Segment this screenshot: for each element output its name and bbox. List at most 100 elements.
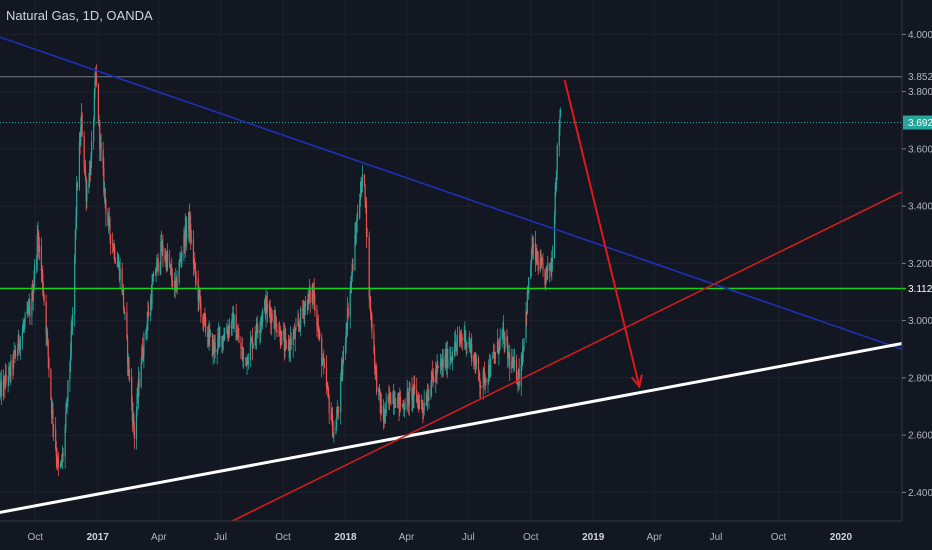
candle-body	[518, 369, 520, 386]
candle-body	[53, 425, 55, 430]
candle-body	[463, 337, 465, 340]
candle-body	[298, 324, 300, 326]
candle-body	[469, 345, 471, 349]
candle-body	[12, 360, 14, 369]
candle-body	[99, 121, 101, 149]
candle-body	[455, 347, 457, 348]
candle-body	[474, 362, 476, 370]
candle-body	[61, 460, 63, 462]
candle-body	[84, 171, 87, 180]
candle-body	[545, 267, 547, 272]
candle-body	[281, 330, 283, 345]
candle-body	[55, 448, 57, 458]
candle-body	[412, 387, 414, 396]
candle-body	[428, 397, 430, 401]
candle-body	[103, 188, 106, 192]
candle-body	[260, 319, 262, 324]
candle-body	[46, 332, 48, 334]
candle-body	[118, 263, 120, 265]
candle-body	[435, 370, 438, 376]
candle-body	[76, 182, 78, 188]
candle-body	[64, 427, 66, 457]
candle-body	[199, 296, 201, 304]
candle-body	[536, 260, 539, 262]
candle-body	[270, 313, 272, 324]
candle-body	[70, 330, 72, 355]
candle-body	[165, 255, 167, 260]
candle-body	[146, 330, 148, 332]
candle-body	[65, 411, 67, 428]
candle-body	[331, 413, 334, 437]
candle-body	[151, 284, 153, 305]
time-axis[interactable]: Oct 2017 Apr Jul Oct 2018 Apr Jul Oct 2019 Apr Jul O…	[28, 532, 853, 543]
candle-body	[181, 252, 183, 259]
candle-body	[251, 337, 254, 349]
candle-body	[342, 350, 345, 363]
candle-body	[522, 349, 524, 364]
candle-body	[549, 266, 552, 271]
candle-body	[549, 263, 551, 271]
candle-body	[382, 405, 385, 421]
candle-body	[211, 333, 214, 356]
candle-body	[161, 244, 163, 251]
candle-body	[437, 366, 440, 368]
trend-lines-layer	[0, 36, 904, 528]
time-tick-label: Oct	[523, 532, 539, 543]
last-price-line-tag-label: 3.692	[908, 118, 932, 129]
candle-body	[80, 113, 83, 127]
candle-body	[27, 307, 30, 314]
candle-body	[84, 166, 86, 172]
candle-body	[224, 332, 226, 339]
horizontal-lines-layer	[0, 76, 902, 290]
candle-body	[369, 296, 372, 313]
price-axis[interactable]: 2.400 2.600 2.800 3.000 3.200 3.400 3.600 3.800…	[902, 30, 932, 499]
candle-body	[504, 336, 506, 350]
candle-body	[556, 145, 558, 172]
candle-body	[81, 113, 83, 136]
candle-body	[534, 243, 537, 262]
candle-body	[540, 258, 542, 265]
candle-body	[316, 309, 318, 327]
candle-body	[228, 324, 231, 334]
time-axis-background	[0, 521, 932, 550]
candle-body	[378, 387, 380, 393]
candle-body	[535, 249, 537, 262]
time-tick-label: Apr	[646, 532, 662, 543]
candle-body	[116, 262, 119, 267]
candle-body	[394, 401, 396, 407]
candle-body	[157, 257, 159, 272]
candle-body	[451, 357, 453, 361]
high-line-tag-bg	[903, 69, 932, 84]
candle-body	[431, 371, 433, 387]
candle-body	[114, 247, 116, 261]
candle-body	[284, 337, 286, 351]
candle-body	[399, 396, 401, 409]
candle-body	[90, 157, 92, 175]
candle-body	[75, 217, 77, 230]
candle-body	[355, 231, 357, 234]
candle-body	[426, 401, 428, 405]
candle-body	[37, 232, 39, 236]
candle-body	[321, 337, 323, 366]
candle-body	[132, 414, 134, 421]
candle-body	[454, 342, 457, 348]
candle-body	[205, 317, 207, 332]
candle-body	[347, 308, 349, 317]
candle-body	[179, 259, 181, 263]
candle-body	[289, 343, 291, 351]
candle-body	[464, 330, 467, 348]
candle-body	[150, 297, 152, 316]
candle-body	[227, 328, 229, 335]
candle-body	[36, 235, 38, 259]
candle-body	[228, 328, 230, 334]
candle-body	[184, 224, 186, 248]
candle-body	[331, 413, 333, 421]
candle-body	[294, 330, 296, 339]
candle-body	[66, 401, 68, 403]
candle-body	[268, 303, 271, 310]
candle-body	[352, 263, 354, 270]
candle-body	[306, 301, 309, 311]
candle-body	[236, 335, 239, 338]
candle-body	[399, 396, 402, 407]
